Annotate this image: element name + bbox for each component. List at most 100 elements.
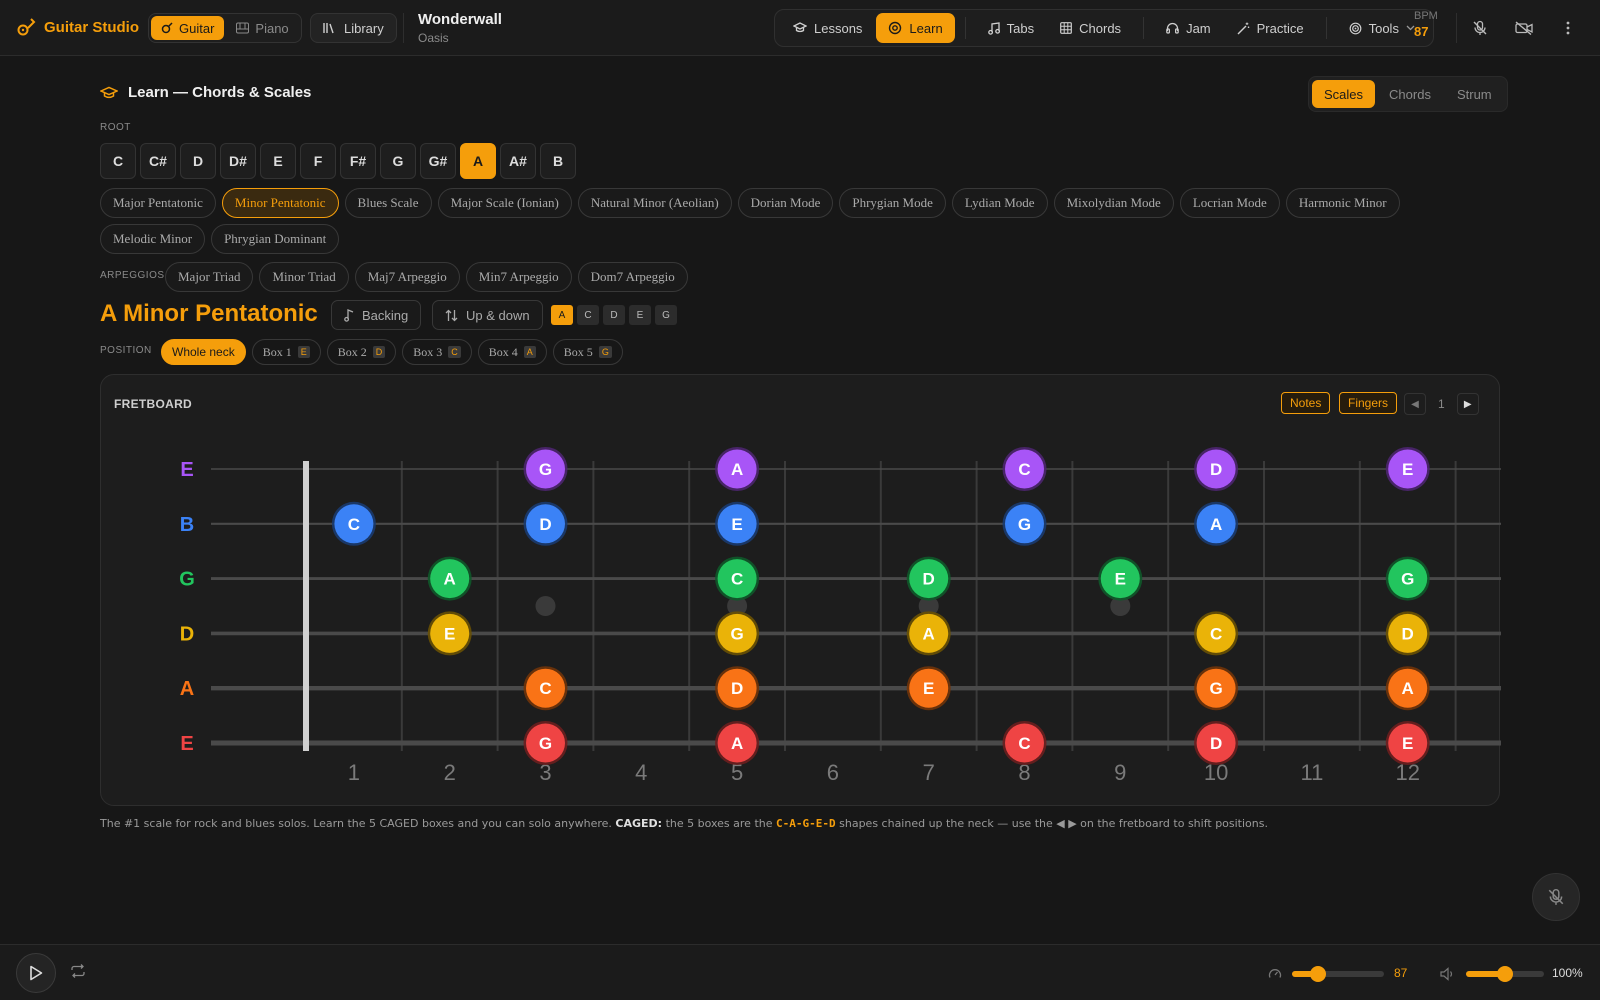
note-marker[interactable] (1388, 559, 1428, 599)
note-marker[interactable] (430, 613, 470, 653)
arpeggio-chip[interactable]: Minor Triad (259, 262, 349, 292)
scale-chip[interactable]: Blues Scale (344, 188, 432, 218)
scale-chip[interactable]: Harmonic Minor (1285, 188, 1400, 218)
position-chip[interactable]: Whole neck (161, 339, 246, 365)
volume-slider[interactable] (1466, 966, 1544, 982)
loop-button[interactable] (70, 963, 86, 982)
nav-tabs[interactable]: Tabs (976, 13, 1046, 43)
scale-chip[interactable]: Lydian Mode (951, 188, 1048, 218)
arpeggio-chip[interactable]: Min7 Arpeggio (465, 262, 572, 292)
tempo-slider-knob[interactable] (1309, 966, 1326, 982)
root-button[interactable]: A (460, 143, 496, 179)
scale-chip[interactable]: Natural Minor (Aeolian) (577, 188, 732, 218)
more-menu-button[interactable] (1557, 17, 1579, 39)
tempo-slider[interactable] (1292, 966, 1384, 982)
next-position-button[interactable]: ▶ (1456, 393, 1479, 415)
note-marker[interactable] (526, 449, 565, 489)
mic-muted-button[interactable] (1469, 17, 1491, 39)
nav-tools[interactable]: Tools (1337, 13, 1427, 43)
position-chip[interactable]: Box 3 C (402, 339, 472, 365)
scale-chip[interactable]: Minor Pentatonic (221, 188, 339, 218)
mic-fab-button[interactable] (1532, 873, 1580, 921)
root-button[interactable]: A# (500, 143, 536, 179)
scale-chip[interactable]: Phrygian Mode (839, 188, 946, 218)
note-marker[interactable] (1196, 449, 1236, 489)
tab-strum[interactable]: Strum (1456, 86, 1492, 102)
scale-chip[interactable]: Locrian Mode (1179, 188, 1280, 218)
note-marker[interactable] (717, 504, 757, 544)
note-marker[interactable] (1388, 613, 1428, 653)
note-marker[interactable] (1196, 613, 1236, 653)
play-button[interactable] (16, 953, 56, 993)
nav-chords[interactable]: Chords (1048, 13, 1133, 43)
fingers-toggle[interactable]: Fingers (1339, 392, 1398, 414)
scale-chip[interactable]: Mixolydian Mode (1053, 188, 1174, 218)
bpm-display[interactable]: BPM 87 (1414, 10, 1438, 39)
app-logo[interactable]: Guitar Studio (16, 17, 139, 37)
scale-chip[interactable]: Phrygian Dominant (211, 224, 340, 254)
scale-chip[interactable]: Melodic Minor (100, 224, 206, 254)
note-marker[interactable] (1196, 504, 1236, 544)
library-button[interactable]: Library (310, 13, 397, 43)
instrument-guitar-button[interactable]: Guitar (151, 16, 225, 40)
nav-lessons[interactable]: Lessons (781, 13, 874, 43)
note-marker[interactable] (526, 723, 565, 763)
note-marker[interactable] (717, 723, 757, 763)
arpeggio-chip[interactable]: Maj7 Arpeggio (354, 262, 460, 292)
prev-position-button[interactable]: ◀ (1404, 393, 1426, 415)
note-marker[interactable] (717, 668, 757, 708)
nav-jam[interactable]: Jam (1154, 13, 1223, 43)
direction-button[interactable]: Up & down (432, 300, 543, 330)
tab-scales[interactable]: Scales (1312, 80, 1376, 108)
note-marker[interactable] (1005, 723, 1044, 763)
root-button[interactable]: B (540, 143, 576, 179)
note-marker[interactable] (1196, 668, 1236, 708)
note-marker[interactable] (1388, 668, 1428, 708)
root-button[interactable]: G# (420, 143, 456, 179)
root-button[interactable]: E (260, 143, 296, 179)
notes-toggle[interactable]: Notes (1281, 392, 1331, 414)
position-chip[interactable]: Box 1 E (251, 339, 321, 365)
note-marker[interactable] (717, 613, 757, 653)
nav-learn[interactable]: Learn (876, 13, 955, 43)
note-marker[interactable] (909, 613, 949, 653)
root-button[interactable]: F (300, 143, 336, 179)
position-chip[interactable]: Box 4 A (477, 339, 547, 365)
note-marker[interactable] (430, 559, 470, 599)
note-marker[interactable] (526, 668, 565, 708)
note-marker[interactable] (717, 559, 757, 599)
camera-off-button[interactable] (1513, 17, 1535, 39)
arpeggio-chip[interactable]: Dom7 Arpeggio (577, 262, 688, 292)
instrument-piano-button[interactable]: Piano (226, 16, 298, 40)
note-marker[interactable] (909, 668, 949, 708)
scale-chip[interactable]: Dorian Mode (737, 188, 834, 218)
note-marker[interactable] (1100, 559, 1140, 599)
note-marker[interactable] (1388, 723, 1428, 763)
note-marker[interactable] (526, 504, 565, 544)
root-button[interactable]: C# (140, 143, 176, 179)
scale-chip[interactable]: Major Pentatonic (100, 188, 216, 218)
nav-practice[interactable]: Practice (1225, 13, 1316, 43)
note-marker[interactable] (1388, 449, 1428, 489)
arpeggio-chip[interactable]: Major Triad (165, 262, 254, 292)
backing-button[interactable]: Backing (331, 300, 422, 330)
tab-chords[interactable]: Chords (1389, 86, 1431, 102)
root-button[interactable]: F# (340, 143, 376, 179)
root-button[interactable]: C (100, 143, 136, 179)
position-chip[interactable]: Box 2 D (326, 339, 397, 365)
note-marker[interactable] (334, 504, 374, 544)
volume-slider-knob[interactable] (1497, 966, 1513, 982)
note-marker[interactable] (717, 449, 757, 489)
position-chip[interactable]: Box 5 G (552, 339, 623, 365)
root-button[interactable]: D# (220, 143, 256, 179)
current-song[interactable]: Wonderwall Oasis (418, 11, 502, 45)
note-marker[interactable] (1196, 723, 1236, 763)
root-button[interactable]: G (380, 143, 416, 179)
note-marker[interactable] (909, 559, 949, 599)
root-button[interactable]: D (180, 143, 216, 179)
scale-chip[interactable]: Major Scale (Ionian) (437, 188, 572, 218)
guitar-icon (17, 18, 36, 36)
note-marker[interactable] (1005, 504, 1044, 544)
note-marker[interactable] (1005, 449, 1044, 489)
